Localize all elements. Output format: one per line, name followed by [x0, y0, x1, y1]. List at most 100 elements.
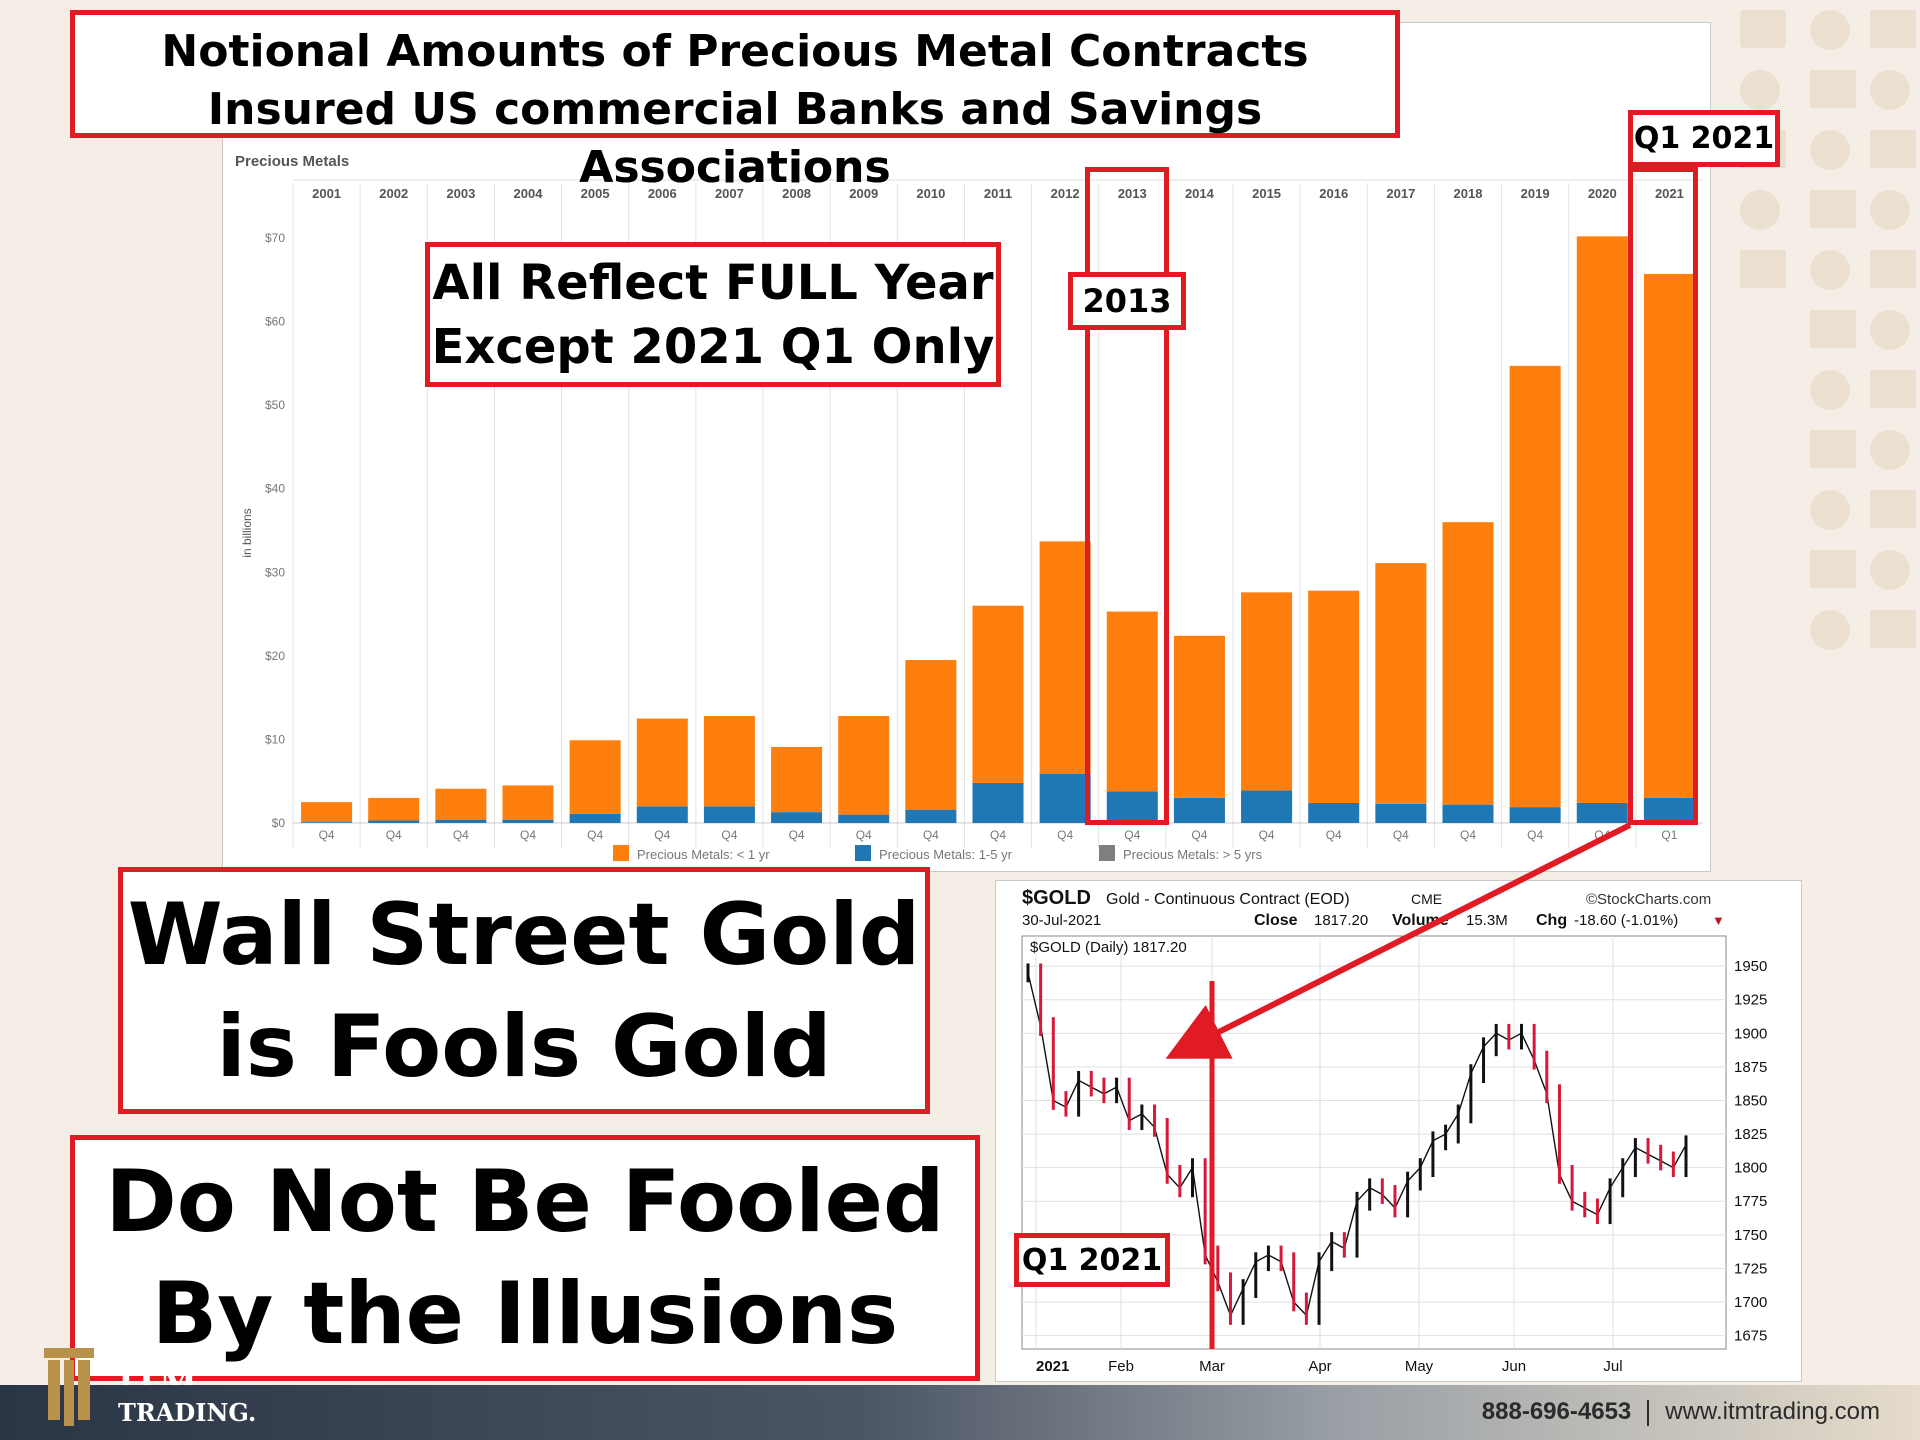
- bar-under-1yr: [1509, 365, 1561, 808]
- symbol-label: $GOLD: [1022, 887, 1091, 909]
- y-tick-label: 1850: [1734, 1092, 1767, 1109]
- y-tick-label: $50: [265, 398, 285, 412]
- y-tick-label: $0: [272, 816, 286, 830]
- year-tick-label: 2019: [1521, 186, 1550, 201]
- exchange-label: CME: [1411, 891, 1442, 907]
- brand-name: ITM: [118, 1365, 197, 1385]
- x-tick-label: Mar: [1199, 1358, 1225, 1375]
- year-tick-label: 2012: [1051, 186, 1080, 201]
- y-tick-label: 1700: [1734, 1294, 1767, 1311]
- x-tick-label: Feb: [1108, 1358, 1134, 1375]
- year-tick-label: 2011: [984, 186, 1012, 201]
- y-tick-label: 1750: [1734, 1227, 1767, 1244]
- legend-label: Precious Metals: 1-5 yr: [879, 847, 1013, 862]
- bar-chart-panel: Precious Metals in billions 2001 Q4 2002 Q4 20…: [222, 22, 1711, 872]
- change-down-icon: ▼: [1712, 913, 1725, 928]
- quarter-tick-label: Q4: [654, 828, 670, 842]
- bar-1-5yr: [1308, 802, 1360, 823]
- bar-under-1yr: [368, 797, 420, 821]
- quarter-tick-label: Q4: [990, 828, 1006, 842]
- bar-under-1yr: [1106, 611, 1158, 792]
- y-tick-label: 1775: [1734, 1193, 1767, 1210]
- slide-title-text: Notional Amounts of Precious Metal Contr…: [70, 10, 1400, 193]
- quarter-tick-label: Q4: [856, 828, 872, 842]
- bar-under-1yr: [1241, 592, 1293, 791]
- year-tick-label: 2016: [1319, 186, 1348, 201]
- source-label: ©StockCharts.com: [1586, 891, 1711, 908]
- bar-under-1yr: [838, 716, 890, 815]
- year-tick-label: 2002: [379, 186, 408, 201]
- bar-under-1yr: [1308, 590, 1360, 803]
- year-tick-label: 2003: [446, 186, 475, 201]
- year-tick-label: 2010: [916, 186, 945, 201]
- quarter-tick-label: Q1: [1661, 828, 1677, 842]
- year-tick-label: 2017: [1386, 186, 1415, 201]
- headline-fools-gold: Wall Street Gold is Fools Gold: [118, 867, 930, 1114]
- quarter-tick-label: Q4: [319, 828, 335, 842]
- y-tick-label: $10: [265, 732, 285, 746]
- plot-frame: [1021, 935, 1727, 1350]
- bar-1-5yr: [1173, 797, 1225, 823]
- close-label: Close: [1254, 912, 1298, 929]
- legend-swatch: [613, 845, 629, 861]
- change-label: Chg: [1536, 912, 1567, 929]
- year-tick-label: 2014: [1185, 186, 1215, 201]
- bar-under-1yr: [1375, 563, 1427, 804]
- bar-under-1yr: [771, 746, 823, 813]
- highlight-2021-column: [1628, 167, 1698, 825]
- footer-contact: 888-696-4653 www.itmtrading.com: [1482, 1398, 1880, 1426]
- quarter-tick-label: Q4: [1594, 828, 1610, 842]
- y-tick-label: $40: [265, 482, 285, 496]
- y-tick-label: $70: [265, 231, 285, 245]
- year-tick-label: 2015: [1252, 186, 1281, 201]
- y-tick-label: 1925: [1734, 992, 1767, 1009]
- quarter-tick-label: Q4: [386, 828, 402, 842]
- x-tick-label: Jun: [1502, 1358, 1526, 1375]
- bar-1-5yr: [1106, 791, 1158, 823]
- quarter-tick-label: Q4: [1057, 828, 1073, 842]
- y-tick-label: $30: [265, 565, 285, 579]
- bar-under-1yr: [1576, 236, 1628, 803]
- quarter-tick-label: Q4: [1460, 828, 1476, 842]
- year-tick-label: 2021: [1655, 186, 1684, 201]
- change-value: -18.60 (-1.01%): [1574, 912, 1678, 929]
- full-year-note: All Reflect FULL Year Except 2021 Q1 Onl…: [425, 242, 1001, 387]
- contract-description: Gold - Continuous Contract (EOD): [1106, 891, 1350, 908]
- callout-q1-2021-bottom: Q1 2021: [1014, 1233, 1170, 1287]
- date-label: 30-Jul-2021: [1022, 912, 1101, 929]
- bar-under-1yr: [703, 716, 755, 807]
- bar-1-5yr: [838, 814, 890, 823]
- quarter-tick-label: Q4: [1527, 828, 1543, 842]
- year-tick-label: 2020: [1588, 186, 1617, 201]
- quarter-tick-label: Q4: [1124, 828, 1140, 842]
- x-tick-label: Apr: [1308, 1358, 1331, 1375]
- close-value: 1817.20: [1314, 912, 1368, 929]
- bar-1-5yr: [1643, 797, 1695, 823]
- quarter-tick-label: Q4: [520, 828, 536, 842]
- year-tick-label: 2007: [715, 186, 744, 201]
- quarter-tick-label: Q4: [721, 828, 737, 842]
- footer-website[interactable]: www.itmtrading.com: [1665, 1398, 1880, 1425]
- bar-under-1yr: [1173, 635, 1225, 798]
- quarter-tick-label: Q4: [923, 828, 939, 842]
- year-tick-label: 2005: [581, 186, 610, 201]
- quarter-tick-label: Q4: [453, 828, 469, 842]
- year-tick-label: 2001: [312, 186, 341, 201]
- x-tick-label: 2021: [1036, 1358, 1069, 1375]
- bar-under-1yr: [1442, 522, 1494, 805]
- bar-1-5yr: [502, 819, 554, 823]
- year-tick-label: 2006: [648, 186, 677, 201]
- bar-under-1yr: [636, 718, 688, 807]
- legend-label: Precious Metals: > 5 yrs: [1123, 847, 1263, 862]
- volume-value: 15.3M: [1466, 912, 1508, 929]
- chart-title: Precious Metals: [235, 153, 349, 170]
- background-pattern: [1720, 0, 1920, 1380]
- bar-under-1yr: [1039, 541, 1091, 774]
- bar-1-5yr: [636, 806, 688, 823]
- quarter-tick-label: Q4: [1191, 828, 1207, 842]
- gold-chart-panel: $GOLD Gold - Continuous Contract (EOD) CME…: [995, 880, 1802, 1382]
- series-label: $GOLD (Daily) 1817.20: [1030, 939, 1187, 956]
- footer-phone[interactable]: 888-696-4653: [1481, 1398, 1632, 1425]
- callout-q1-2021-top: Q1 2021: [1628, 110, 1780, 167]
- y-tick-label: $20: [265, 649, 285, 663]
